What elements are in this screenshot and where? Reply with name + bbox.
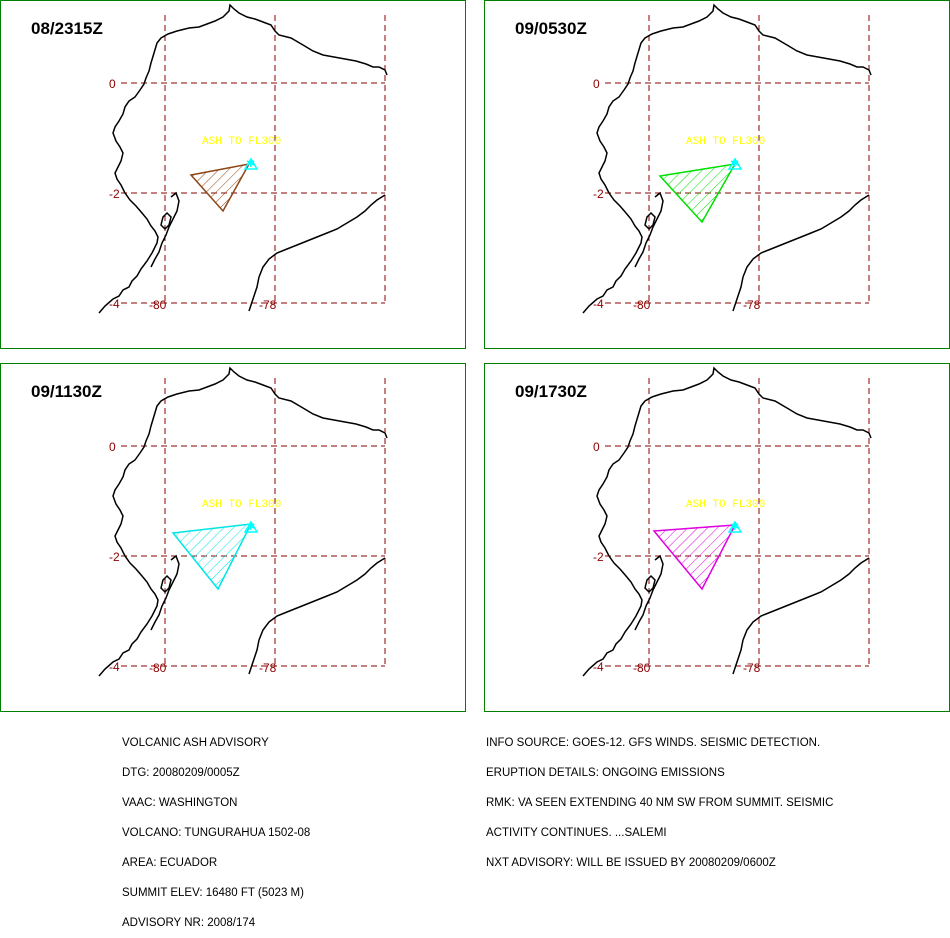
longitude-label: -78 (743, 661, 761, 675)
volcano-icon (243, 157, 259, 170)
volcano-star-icon: ✱ (246, 520, 255, 533)
panel-time: 09/0530Z (515, 19, 587, 38)
longitude-label: -80 (633, 298, 651, 312)
volcano-star-icon: ✱ (730, 520, 739, 533)
volcano-star-icon: ✱ (246, 157, 255, 170)
latitude-label: -4 (109, 660, 120, 674)
advisory-info-source: INFO SOURCE: GOES-12. GFS WINDS. SEISMIC… (486, 737, 821, 749)
border-line (732, 639, 744, 675)
volcano-icon (727, 157, 743, 170)
coastline-gulf (150, 554, 180, 631)
map-canvas: 0 -2 -4 -80 -78 ✱ ASH TO FL300 (582, 3, 872, 314)
longitude-label: -80 (633, 661, 651, 675)
coastline (98, 366, 388, 677)
advisory-title: VOLCANIC ASH ADVISORY (122, 737, 269, 749)
panel-time: 09/1130Z (31, 382, 102, 401)
border-line (742, 557, 870, 641)
coastline (582, 366, 872, 677)
latitude-label: 0 (593, 77, 600, 91)
border-line (248, 639, 260, 675)
panel-time: 08/2315Z (31, 19, 103, 38)
latitude-label: -2 (593, 187, 604, 201)
border-line (258, 194, 386, 278)
ash-label: ASH TO FL300 (686, 499, 765, 511)
advisory-dtg: DTG: 20080209/0005Z (122, 767, 240, 779)
latitude-label: 0 (109, 77, 116, 91)
ash-cloud-polygon (658, 163, 737, 224)
ash-cloud-polygon (652, 524, 737, 591)
advisory-remark: RMK: VA SEEN EXTENDING 40 NM SW FROM SUM… (486, 797, 834, 809)
advisory-volcano: VOLCANO: TUNGURAHUA 1502-08 (122, 827, 311, 839)
latitude-label: -4 (109, 297, 120, 311)
latitude-label: -2 (109, 550, 120, 564)
latitude-label: -2 (593, 550, 604, 564)
longitude-label: -80 (149, 661, 167, 675)
advisory-area: AREA: ECUADOR (122, 857, 218, 869)
border-line (732, 276, 744, 312)
longitude-label: -78 (743, 298, 761, 312)
volcano-icon (243, 520, 259, 533)
latitude-label: -4 (593, 660, 604, 674)
coastline (582, 3, 872, 314)
advisory-details-left: VOLCANIC ASH ADVISORY DTG: 20080209/0005… (122, 718, 310, 938)
ash-label: ASH TO FL300 (202, 136, 281, 148)
border-line (742, 194, 870, 278)
map-canvas: 0 -2 -4 -80 -78 ✱ ASH TO FL300 (98, 3, 388, 314)
map-panel-1: 0 -2 -4 -80 -78 ✱ ASH TO FL300 08/2315Z (0, 0, 466, 349)
ash-label: ASH TO FL300 (202, 499, 281, 511)
ash-cloud-polygon (171, 523, 253, 591)
coastline-gulf (150, 191, 180, 268)
latitude-label: 0 (593, 440, 600, 454)
volcano-icon (727, 520, 743, 533)
coastline-gulf (634, 554, 664, 631)
advisory-next: NXT ADVISORY: WILL BE ISSUED BY 20080209… (486, 857, 776, 869)
island-puna (160, 211, 172, 231)
latitude-label: 0 (109, 440, 116, 454)
advisory-number: ADVISORY NR: 2008/174 (122, 917, 256, 929)
coastline-gulf (634, 191, 664, 268)
advisory-summit-elev: SUMMIT ELEV: 16480 FT (5023 M) (122, 887, 304, 899)
advisory-eruption-details: ERUPTION DETAILS: ONGOING EMISSIONS (486, 767, 725, 779)
map-panel-4: 0 -2 -4 -80 -78 ✱ ASH TO FL300 09/1730Z (484, 363, 950, 712)
advisory-vaac: VAAC: WASHINGTON (122, 797, 238, 809)
map-panel-3: 0 -2 -4 -80 -78 ✱ ASH TO FL300 09/1130Z (0, 363, 466, 712)
longitude-label: -78 (259, 298, 277, 312)
island-puna (644, 574, 656, 594)
border-line (258, 557, 386, 641)
ash-label: ASH TO FL300 (686, 136, 765, 148)
coastline (98, 3, 388, 314)
map-canvas: 0 -2 -4 -80 -78 ✱ ASH TO FL300 (582, 366, 872, 677)
advisory-remark-cont: ACTIVITY CONTINUES. ...SALEMI (486, 827, 667, 839)
latitude-label: -4 (593, 297, 604, 311)
border-line (248, 276, 260, 312)
ash-cloud-polygon (189, 162, 251, 213)
map-canvas: 0 -2 -4 -80 -78 ✱ ASH TO FL300 (98, 366, 388, 677)
advisory-details-right: INFO SOURCE: GOES-12. GFS WINDS. SEISMIC… (486, 718, 833, 878)
island-puna (160, 574, 172, 594)
longitude-label: -78 (259, 661, 277, 675)
island-puna (644, 211, 656, 231)
panel-time: 09/1730Z (515, 382, 587, 401)
longitude-label: -80 (149, 298, 167, 312)
volcano-star-icon: ✱ (730, 157, 739, 170)
map-panel-2: 0 -2 -4 -80 -78 ✱ ASH TO FL300 09/0530Z (484, 0, 950, 349)
latitude-label: -2 (109, 187, 120, 201)
